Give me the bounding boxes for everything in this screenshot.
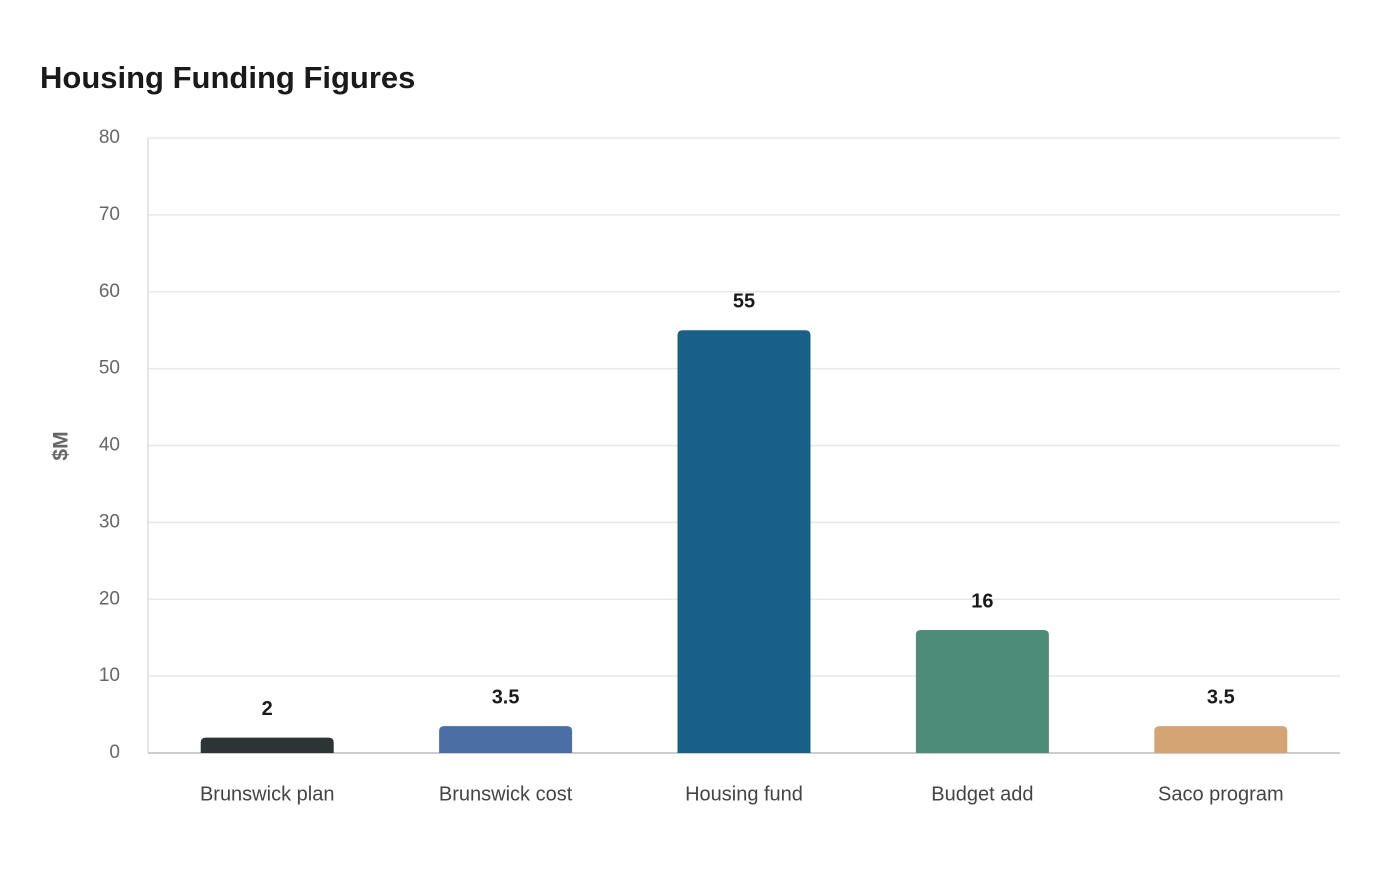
y-tick-label: 60 bbox=[99, 281, 120, 302]
y-tick-label: 70 bbox=[99, 204, 120, 225]
x-tick-label: Housing fund bbox=[685, 783, 803, 805]
data-label: 3.5 bbox=[1207, 686, 1235, 708]
y-tick-label: 10 bbox=[99, 665, 120, 686]
data-label: 55 bbox=[733, 290, 755, 312]
data-label: 3.5 bbox=[492, 686, 520, 708]
y-tick-label: 40 bbox=[99, 435, 120, 456]
y-tick-label: 30 bbox=[99, 511, 120, 532]
x-tick-label: Saco program bbox=[1158, 783, 1284, 805]
y-tick-label: 0 bbox=[109, 742, 120, 763]
bar bbox=[200, 737, 334, 753]
x-tick-label: Brunswick cost bbox=[439, 783, 573, 805]
bar bbox=[677, 330, 811, 753]
x-tick-label: Brunswick plan bbox=[200, 783, 335, 805]
data-label: 2 bbox=[262, 698, 273, 720]
data-label: 16 bbox=[971, 590, 993, 612]
y-tick-label: 50 bbox=[99, 358, 120, 379]
y-tick-label: 80 bbox=[99, 127, 120, 148]
chart-title: Housing Funding Figures bbox=[40, 60, 415, 95]
bar bbox=[1154, 726, 1288, 753]
y-axis-label: $M bbox=[50, 431, 73, 460]
y-tick-label: 20 bbox=[99, 588, 120, 609]
x-tick-label: Budget add bbox=[931, 783, 1033, 805]
bar bbox=[915, 630, 1049, 753]
bar bbox=[439, 726, 573, 753]
